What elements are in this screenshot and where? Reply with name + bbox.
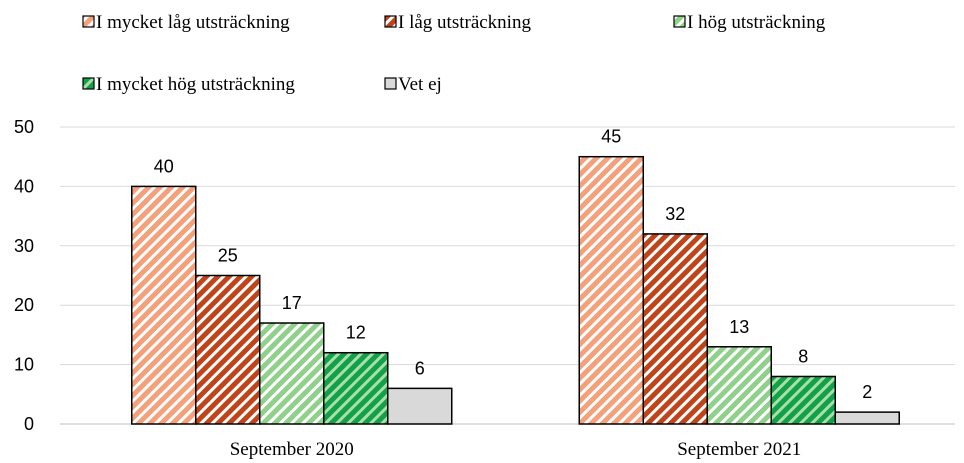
- bar: [578, 155, 644, 425]
- bar: [642, 233, 708, 425]
- bar: [259, 322, 325, 425]
- y-tick-label: 10: [14, 355, 34, 375]
- y-tick-label: 0: [24, 414, 34, 434]
- legend-swatch: [384, 77, 397, 90]
- bar: [323, 351, 389, 425]
- data-label: 25: [218, 246, 238, 266]
- bar: [706, 346, 772, 425]
- data-label: 6: [415, 358, 425, 378]
- bar: [387, 387, 453, 425]
- data-label: 2: [862, 382, 872, 402]
- data-label: 40: [154, 156, 174, 176]
- bar: [195, 274, 261, 425]
- legend-label: I låg utsträckning: [398, 12, 531, 33]
- x-tick-label: September 2020: [230, 439, 354, 460]
- legend-swatch: [82, 15, 95, 28]
- legend-swatch: [384, 15, 397, 28]
- data-label: 13: [729, 317, 749, 337]
- data-label: 12: [346, 323, 366, 343]
- y-tick-label: 50: [14, 117, 34, 137]
- legend-label: I mycket låg utsträckning: [96, 12, 290, 33]
- data-label: 8: [798, 346, 808, 366]
- legend-label: Vet ej: [398, 74, 442, 95]
- x-tick-label: September 2021: [677, 439, 801, 460]
- bar: [834, 411, 900, 425]
- y-tick-label: 30: [14, 236, 34, 256]
- data-label: 17: [282, 293, 302, 313]
- legend-label: I hög utsträckning: [687, 12, 826, 33]
- data-label: 45: [601, 127, 621, 147]
- y-tick-label: 40: [14, 176, 34, 196]
- legend-label: I mycket hög utsträckning: [96, 74, 295, 95]
- legend-swatch: [82, 77, 95, 90]
- bar: [131, 185, 197, 425]
- legend-swatch: [673, 15, 686, 28]
- data-label: 32: [665, 204, 685, 224]
- bar: [770, 375, 836, 425]
- y-tick-label: 20: [14, 295, 34, 315]
